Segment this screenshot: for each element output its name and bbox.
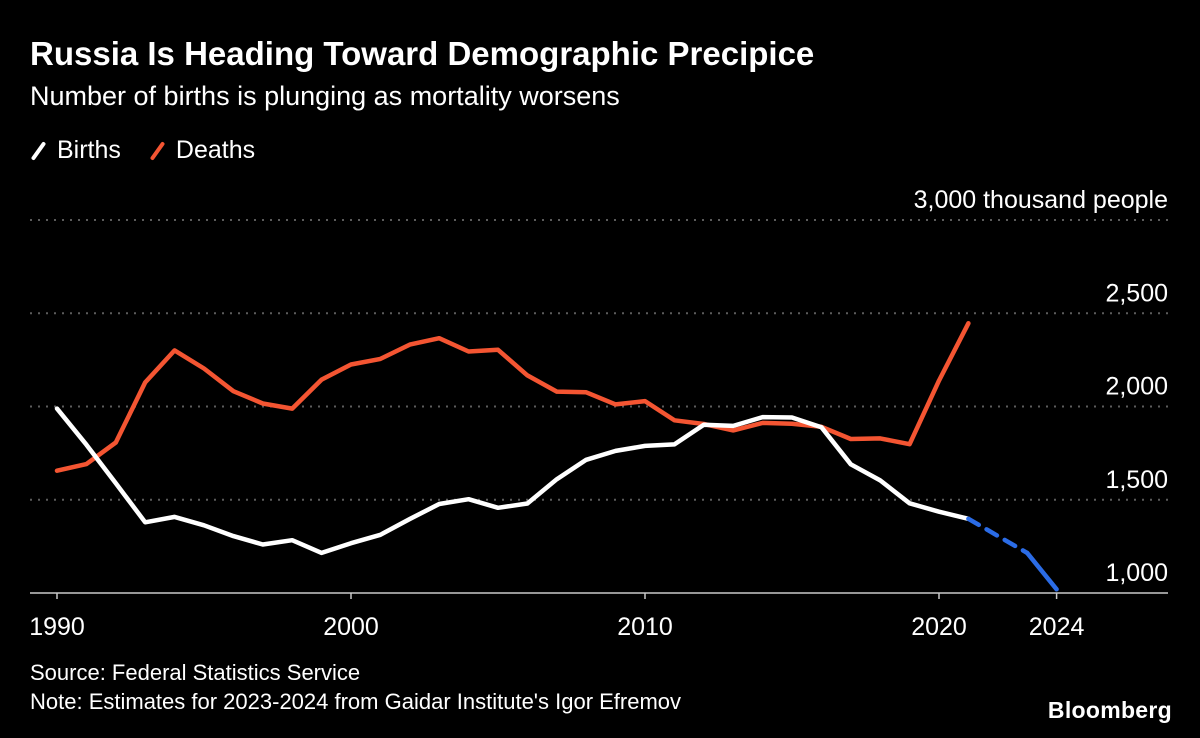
series-line-births-estimate-solid: [1024, 550, 1059, 592]
series-line-births-estimate-dashed: [966, 516, 1030, 556]
x-tick-label-2010: 2010: [617, 613, 673, 641]
bloomberg-logo: Bloomberg: [1047, 697, 1172, 723]
births-line-icon: [31, 141, 46, 160]
note-text: Note: Estimates for 2023-2024 from Gaida…: [30, 689, 682, 714]
x-tick-label-2020: 2020: [911, 613, 967, 641]
y-tick-label-3000: 3,000 thousand people: [914, 186, 1168, 214]
legend: Births Deaths: [30, 136, 1170, 165]
y-tick-label-1500: 1,500: [1105, 466, 1168, 494]
x-tick-label-1990: 1990: [29, 613, 85, 641]
chart-title: Russia Is Heading Toward Demographic Pre…: [30, 35, 815, 72]
x-tick-label-2024: 2024: [1029, 613, 1085, 641]
legend-item-deaths: Deaths: [149, 136, 255, 165]
y-tick-label-1000: 1,000: [1105, 559, 1168, 587]
chart-subtitle: Number of births is plunging as mortalit…: [30, 81, 620, 112]
series-line-births: [54, 406, 971, 556]
legend-item-births: Births: [30, 136, 121, 165]
series-line-deaths: [54, 321, 971, 473]
source-text: Source: Federal Statistics Service: [30, 660, 361, 685]
legend-label-births: Births: [57, 136, 121, 165]
y-tick-label-2500: 2,500: [1105, 279, 1168, 307]
deaths-line-icon: [150, 141, 165, 160]
y-tick-label-2000: 2,000: [1105, 373, 1168, 401]
legend-label-deaths: Deaths: [175, 136, 256, 165]
chart-header: Russia Is Heading Toward Demographic Pre…: [30, 0, 1170, 165]
x-tick-label-2000: 2000: [323, 613, 379, 641]
